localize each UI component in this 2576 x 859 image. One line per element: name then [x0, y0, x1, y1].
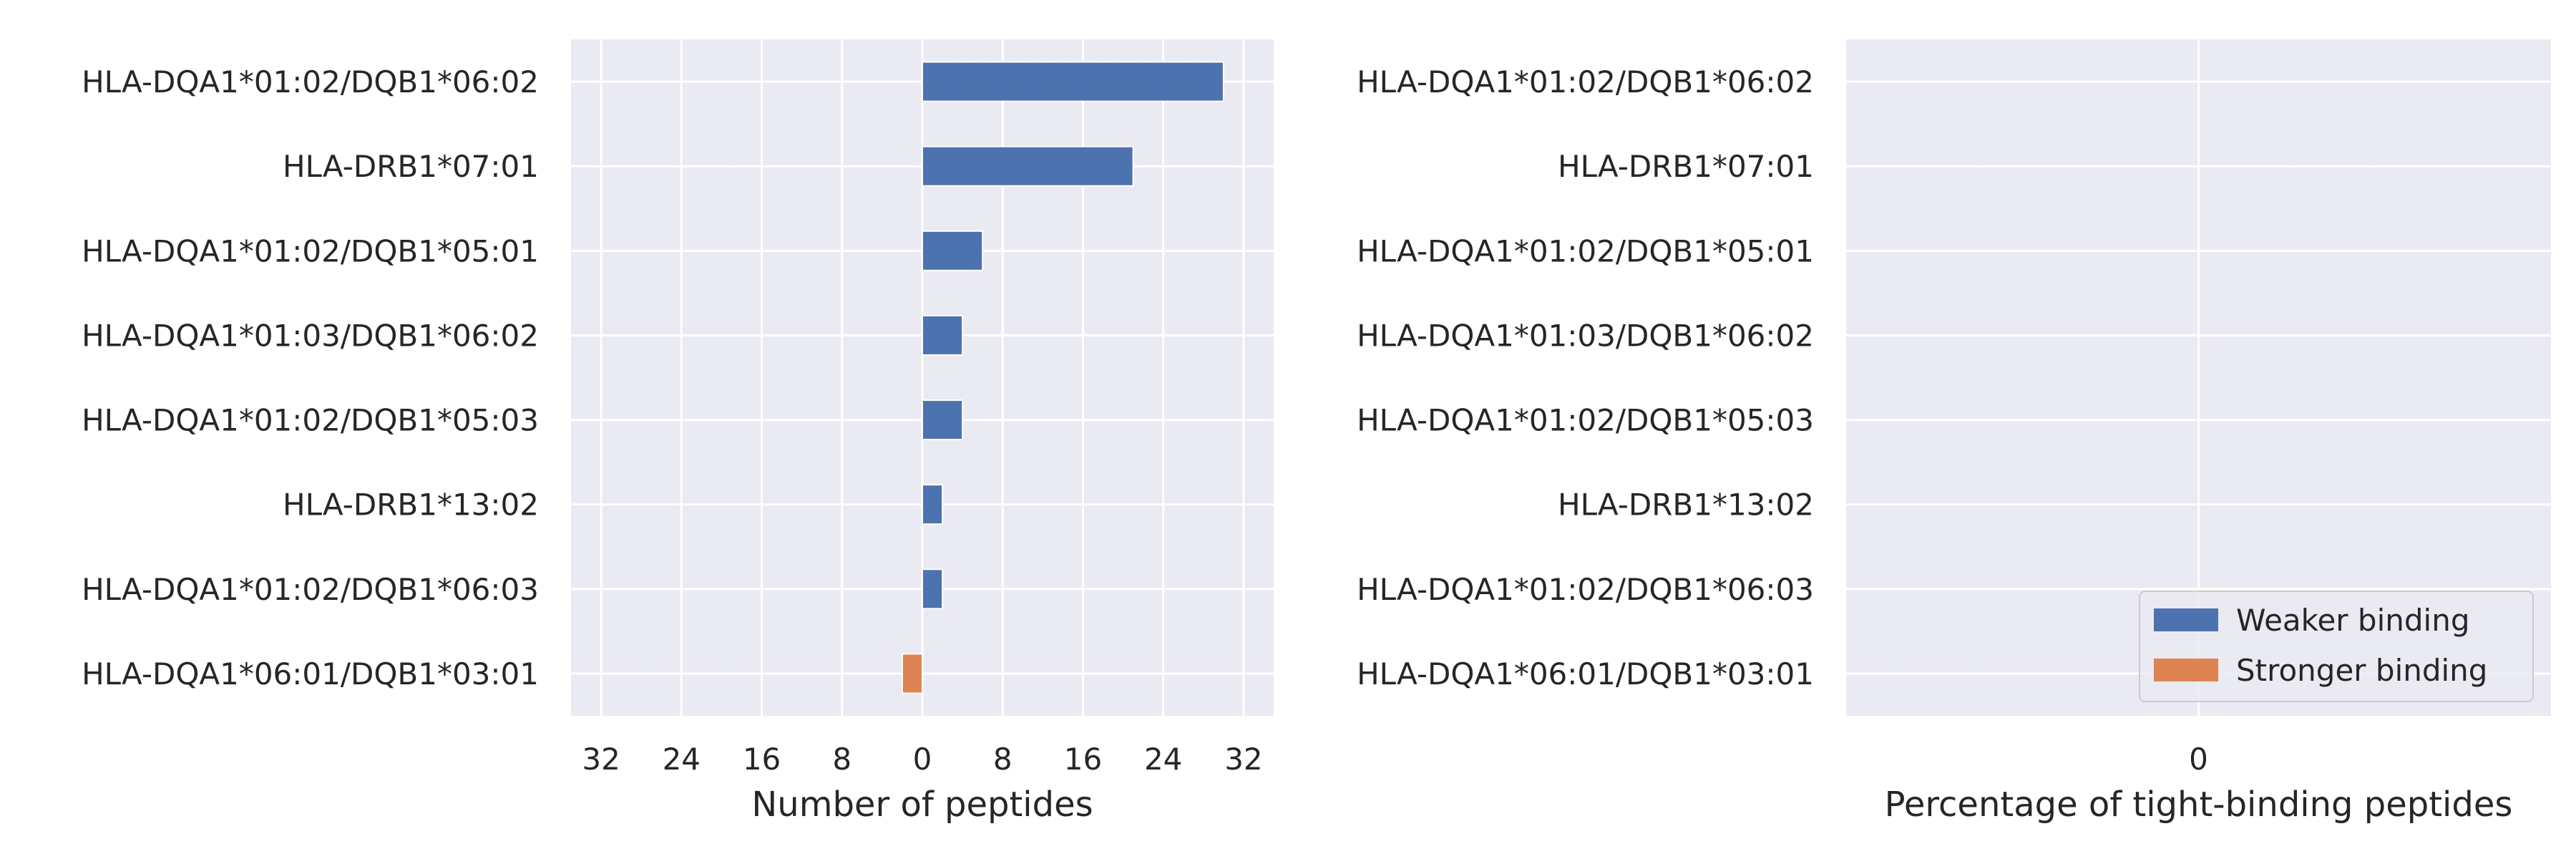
y-tick-label: HLA-DQA1*01:03/DQB1*06:02 — [82, 318, 539, 353]
y-tick-label: HLA-DQA1*01:02/DQB1*05:01 — [1357, 233, 1814, 268]
left-chart-panel: HLA-DQA1*01:02/DQB1*06:02 HLA-DRB1*07:01 H… — [82, 39, 1274, 825]
y-tick-label: HLA-DRB1*13:02 — [1558, 487, 1814, 523]
x-tick-label: 16 — [743, 742, 781, 777]
legend-label-stronger-binding: Stronger binding — [2236, 653, 2487, 688]
y-tick-label: HLA-DQA1*01:02/DQB1*06:02 — [1357, 64, 1814, 100]
bar-stronger-binding-7[interactable] — [901, 653, 924, 694]
y-tick-label: HLA-DQA1*01:02/DQB1*05:03 — [82, 403, 539, 438]
y-tick-label: HLA-DQA1*06:01/DQB1*03:01 — [1357, 656, 1814, 691]
bar-weaker-binding-5[interactable] — [922, 484, 944, 525]
x-tick-label: 8 — [832, 742, 852, 777]
legend-swatch-stronger-binding — [2154, 659, 2218, 681]
y-tick-label: HLA-DQA1*01:02/DQB1*06:02 — [82, 64, 539, 100]
x-tick-label: 16 — [1064, 742, 1102, 777]
x-tick-label: 32 — [1224, 742, 1262, 777]
legend-box — [2139, 591, 2534, 702]
x-axis-label: Number of peptides — [751, 785, 1093, 825]
x-tick-label: 0 — [913, 742, 932, 777]
x-tick-label: 0 — [2189, 742, 2208, 777]
x-tick-label: 24 — [663, 742, 701, 777]
y-tick-label: HLA-DQA1*01:02/DQB1*06:03 — [1357, 572, 1814, 607]
bar-weaker-binding-0[interactable] — [922, 61, 1224, 102]
right-chart-panel: HLA-DQA1*01:02/DQB1*06:02 HLA-DRB1*07:01 H… — [1357, 39, 2551, 825]
y-tick-label: HLA-DQA1*01:02/DQB1*05:01 — [82, 233, 539, 268]
x-tick-label: 8 — [993, 742, 1013, 777]
legend-swatch-weaker-binding — [2154, 608, 2218, 631]
y-tick-label: HLA-DRB1*07:01 — [1558, 149, 1814, 184]
y-tick-label: HLA-DQA1*01:02/DQB1*06:03 — [82, 572, 539, 607]
y-tick-label: HLA-DQA1*06:01/DQB1*03:01 — [82, 656, 539, 691]
x-tick-label: 24 — [1144, 742, 1182, 777]
bar-weaker-binding-3[interactable] — [922, 314, 964, 356]
x-tick-label: 32 — [582, 742, 620, 777]
x-axis-label: Percentage of tight-binding peptides — [1885, 785, 2513, 825]
bar-weaker-binding-1[interactable] — [922, 145, 1134, 187]
y-tick-label: HLA-DRB1*13:02 — [283, 487, 539, 523]
bar-weaker-binding-6[interactable] — [922, 568, 944, 610]
legend-label-weaker-binding: Weaker binding — [2236, 603, 2469, 638]
y-tick-label: HLA-DRB1*07:01 — [283, 149, 539, 184]
bar-weaker-binding-2[interactable] — [922, 230, 984, 271]
bar-weaker-binding-4[interactable] — [922, 399, 964, 441]
y-tick-label: HLA-DQA1*01:03/DQB1*06:02 — [1357, 318, 1814, 353]
y-tick-label: HLA-DQA1*01:02/DQB1*05:03 — [1357, 403, 1814, 438]
legend: Weaker binding Stronger binding — [2139, 591, 2534, 702]
